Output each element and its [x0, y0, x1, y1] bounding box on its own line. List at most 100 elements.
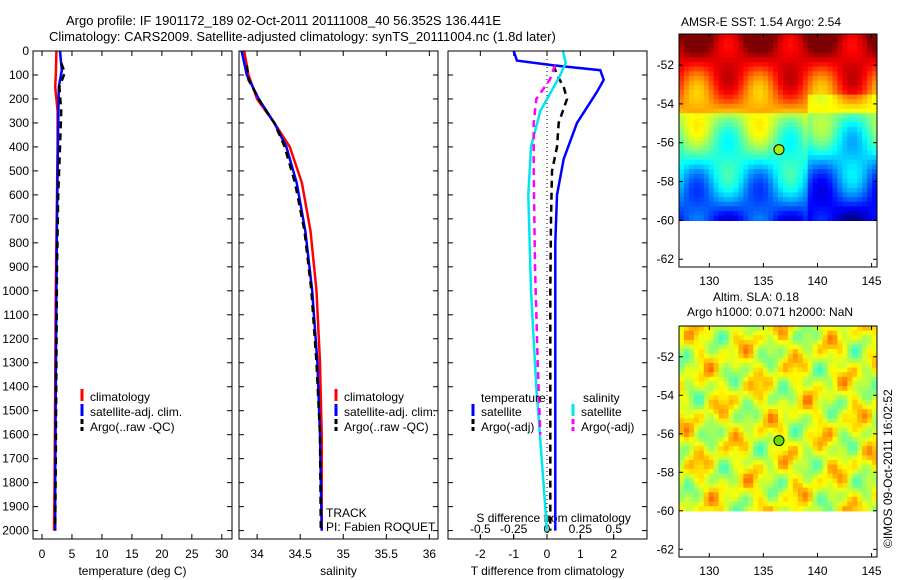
lat-tick-label: -62: [657, 252, 675, 266]
lat-tick-label: -52: [657, 350, 675, 364]
x2-tick-label: -0.5: [470, 522, 491, 536]
map-subtitle-height: Argo h1000: 0.071 h2000: NaN: [687, 305, 853, 319]
y-tick-label: 1600: [2, 428, 29, 442]
x-tick-label: 20: [155, 547, 169, 561]
annotation-pi: PI: Fabien ROQUET: [326, 520, 436, 534]
y-tick-label: 1700: [2, 452, 29, 466]
y-tick-label: 500: [9, 164, 29, 178]
lon-tick-label: 145: [862, 564, 882, 578]
lat-tick-label: -56: [657, 136, 675, 150]
x-tick-label: 10: [95, 547, 109, 561]
title-line-2: Climatology: CARS2009. Satellite-adjuste…: [49, 29, 556, 44]
legend-label: Argo(..raw -QC): [344, 420, 429, 434]
series-line-t-argo-adj-: [549, 64, 569, 531]
profile-panel-2: 34 34.5 35 35.5 36 salinity climatologysatelli…: [238, 50, 439, 578]
y-tick-label: 0: [22, 44, 29, 58]
legend-label: Argo(-adj): [481, 420, 534, 434]
x-tick-label: 0: [544, 547, 551, 561]
x-tick-label: 35.5: [375, 547, 399, 561]
x-tick-label: 35: [337, 547, 351, 561]
map-panel-1: 130 135 140 145 -52 -54 -56 -58 -60 -62 AMSR-E SST…: [657, 15, 882, 288]
lat-tick-label: -58: [657, 465, 675, 479]
lat-tick-label: -60: [657, 213, 675, 227]
legend-title-salinity: salinity: [583, 391, 620, 405]
argo-position-marker: [773, 435, 785, 447]
lon-tick-label: 130: [699, 564, 719, 578]
y-tick-label: 400: [9, 140, 29, 154]
map-frame: [678, 325, 878, 558]
legend-title-temperature: temperature: [481, 391, 546, 405]
x-axis-label: temperature (deg C): [78, 564, 186, 578]
legend-label: satellite: [581, 405, 622, 419]
map-frame: [678, 33, 878, 268]
x-axis-label: T difference from climatology: [471, 564, 625, 578]
map-panel-2: 130 135 140 145 -52 -54 -56 -58 -60 -62 Altim. SLA…: [657, 290, 882, 578]
y-tick-label: 900: [9, 260, 29, 274]
x-axis-label: salinity: [320, 564, 357, 578]
lat-tick-label: -56: [657, 427, 675, 441]
legend-label: satellite-adj. clim.: [344, 405, 436, 419]
map-title-sla: Altim. SLA: 0.18: [713, 290, 799, 304]
y-tick-label: 1400: [2, 380, 29, 394]
y-tick-label: 100: [9, 68, 29, 82]
lon-tick-label: 135: [753, 274, 773, 288]
plot-frame: [447, 50, 648, 540]
y-tick-label: 2000: [2, 524, 29, 538]
series-line-satellite-adj-clim-: [240, 50, 323, 531]
x2-tick-label: 0.25: [569, 522, 593, 536]
x-tick-label: -2: [475, 547, 486, 561]
lat-tick-label: -52: [657, 58, 675, 72]
x-tick-label: 5: [69, 547, 76, 561]
map-title-sst: AMSR-E SST: 1.54 Argo: 2.54: [681, 15, 841, 29]
argo-position-marker: [773, 144, 785, 156]
title-line-1: Argo profile: IF 1901172_189 02-Oct-2011…: [66, 13, 501, 28]
x2-tick-label: 0.5: [605, 522, 622, 536]
lat-tick-label: -54: [657, 97, 675, 111]
x-tick-label: 30: [215, 547, 229, 561]
y-tick-label: 1900: [2, 500, 29, 514]
x2-tick-label: -0.25: [500, 522, 528, 536]
y-tick-label: 600: [9, 188, 29, 202]
series-line-argo-raw-qc-: [53, 62, 67, 531]
x-tick-label: -1: [508, 547, 519, 561]
heatmap-cells: [679, 34, 878, 221]
lon-tick-label: 140: [807, 564, 827, 578]
y-tick-label: 1500: [2, 404, 29, 418]
series-line-climatology: [242, 50, 323, 531]
plot-frame: [238, 50, 439, 540]
y-tick-label: 700: [9, 212, 29, 226]
y-tick-label: 300: [9, 116, 29, 130]
lon-tick-label: 130: [699, 274, 719, 288]
annotation-track: TRACK: [326, 506, 367, 520]
lat-tick-label: -58: [657, 175, 675, 189]
legend-label: climatology: [90, 390, 150, 404]
lon-tick-label: 140: [807, 274, 827, 288]
lat-tick-label: -60: [657, 504, 675, 518]
x-tick-label: 34: [250, 547, 264, 561]
profile-panel-1: 0 100 200 300 400 500 600 700 800 900 1000 1100 1200…: [2, 44, 233, 578]
x-tick-label: 15: [125, 547, 139, 561]
series-line-argo-raw-qc-: [245, 65, 323, 531]
y-tick-label: 1200: [2, 332, 29, 346]
heatmap-cells: [679, 326, 878, 512]
x2-axis-label: S difference from climatology: [476, 511, 631, 525]
y-tick-label: 200: [9, 92, 29, 106]
legend-label: satellite-adj. clim.: [90, 405, 182, 419]
x-tick-label: 1: [577, 547, 584, 561]
x-tick-label: 36: [423, 547, 437, 561]
profile-panel-3: -2 -1 0 1 2 T difference from climatology -0.5…: [447, 50, 648, 578]
x-tick-label: 2: [610, 547, 617, 561]
legend-label: Argo(..raw -QC): [90, 420, 175, 434]
legend-label: satellite: [481, 405, 522, 419]
y-tick-label: 1800: [2, 476, 29, 490]
legend-label: climatology: [344, 390, 404, 404]
y-tick-label: 1100: [3, 308, 29, 322]
series-line-s-satellite: [527, 50, 568, 531]
y-tick-label: 1000: [2, 284, 29, 298]
y-tick-label: 1300: [2, 356, 29, 370]
y-tick-label: 800: [9, 236, 29, 250]
x-tick-label: 34.5: [288, 547, 312, 561]
legend-label: Argo(-adj): [581, 420, 634, 434]
